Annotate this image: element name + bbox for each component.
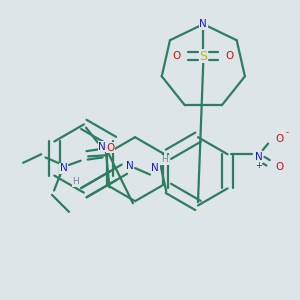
Text: S: S [199, 50, 207, 63]
Text: O: O [106, 143, 115, 153]
Text: H: H [162, 155, 168, 164]
Text: N: N [60, 163, 68, 173]
Text: N: N [255, 152, 262, 163]
Text: N: N [98, 142, 106, 152]
Text: H: H [72, 178, 79, 187]
Text: -: - [286, 128, 289, 137]
Text: N: N [152, 163, 159, 173]
Text: O: O [226, 51, 234, 61]
Text: +: + [255, 161, 262, 170]
Text: O: O [276, 134, 284, 144]
Text: N: N [126, 161, 134, 171]
Text: N: N [200, 19, 207, 29]
Text: O: O [172, 51, 181, 61]
Text: O: O [276, 162, 284, 172]
